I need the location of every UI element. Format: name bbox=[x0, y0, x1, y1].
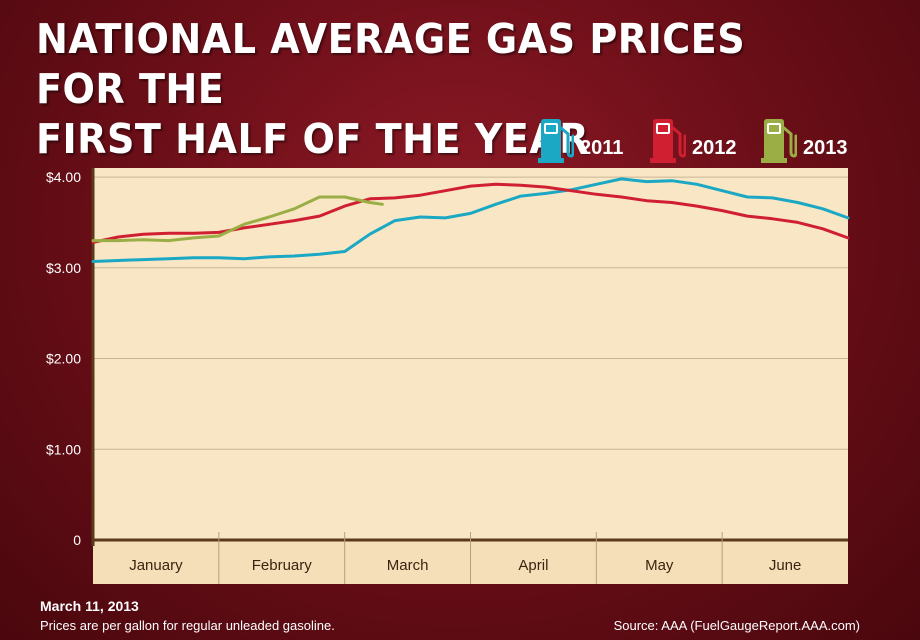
legend-item-2013: 2013 bbox=[761, 112, 848, 164]
x-tick-label: January bbox=[129, 557, 183, 574]
y-tick-label: $2.00 bbox=[46, 351, 81, 367]
pump-hose bbox=[782, 126, 797, 158]
gas-pump-icon bbox=[650, 119, 686, 163]
title-line-2: FIRST HALF OF THE YEAR bbox=[36, 115, 590, 163]
chart-legend: 2011 2012 2013 bbox=[0, 112, 920, 164]
y-tick-label: $3.00 bbox=[46, 260, 81, 276]
legend-label-2012: 2012 bbox=[692, 137, 737, 159]
legend-item-2012: 2012 bbox=[650, 112, 737, 164]
pump-window bbox=[544, 123, 558, 134]
gas-pump-icon bbox=[761, 119, 797, 163]
x-tick-label: April bbox=[518, 557, 548, 574]
pump-body bbox=[538, 119, 564, 163]
legend-item-2011: 2011 bbox=[538, 112, 623, 164]
pump-window bbox=[767, 123, 781, 134]
gas-pump-icon bbox=[538, 119, 574, 163]
x-tick-label: February bbox=[252, 557, 313, 574]
x-tick-label: March bbox=[387, 557, 429, 574]
pump-hose bbox=[671, 126, 686, 158]
x-tick-label: May bbox=[645, 557, 674, 574]
footer-date: March 11, 2013 bbox=[40, 598, 139, 614]
series-line-2012 bbox=[91, 182, 850, 244]
pump-body bbox=[650, 119, 676, 163]
pump-body bbox=[761, 119, 787, 163]
legend-label-2011: 2011 bbox=[580, 137, 624, 159]
series-line-2013 bbox=[91, 195, 384, 243]
pump-window bbox=[656, 123, 670, 134]
pump-hose bbox=[559, 126, 574, 158]
y-tick-label: $1.00 bbox=[46, 441, 81, 457]
plot-area bbox=[93, 168, 848, 540]
series-line-2011 bbox=[91, 177, 850, 263]
chart-title: NATIONAL AVERAGE GAS PRICES FOR THE FIRS… bbox=[36, 14, 836, 164]
y-tick-label: $4.00 bbox=[46, 169, 81, 185]
footer-source: Source: AAA (FuelGaugeReport.AAA.com) bbox=[613, 618, 860, 633]
legend-label-2013: 2013 bbox=[803, 137, 848, 159]
x-tick-label: June bbox=[769, 557, 802, 574]
title-line-1: NATIONAL AVERAGE GAS PRICES FOR THE bbox=[36, 15, 746, 113]
line-chart: 0 $1.00 $2.00 $3.00 $4.00 January February Marc… bbox=[46, 168, 850, 584]
footer-note: Prices are per gallon for regular unlead… bbox=[40, 618, 335, 633]
y-tick-label: 0 bbox=[73, 532, 81, 548]
